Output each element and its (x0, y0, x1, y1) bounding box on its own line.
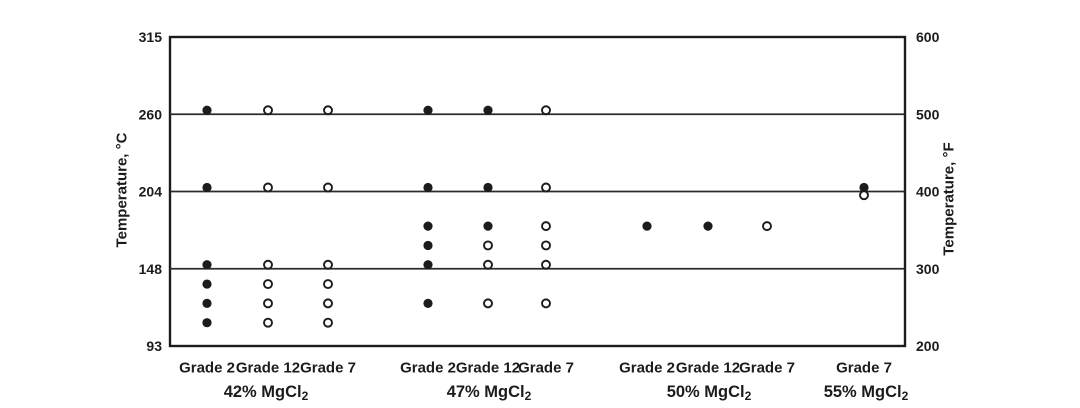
point-open-47%-grade7-325F (541, 240, 551, 251)
grade-label: Grade 12 (456, 360, 520, 377)
point-filled-47%-grade2-325F (423, 240, 433, 251)
point-filled-47%-grade12-500F (483, 105, 493, 115)
grade-label: Grade 7 (836, 360, 892, 377)
point-open-42%-grade7-400F (323, 182, 333, 193)
point-open-42%-grade12-250F (263, 298, 273, 309)
right-axis-tick-label: 300 (916, 261, 940, 277)
point-filled-47%-grade2-500F (423, 105, 433, 115)
point-filled-42%-grade2-400F (202, 182, 212, 193)
point-filled-55%-grade7-400F (859, 182, 869, 193)
point-open-42%-grade12-225F (263, 317, 273, 328)
concentration-label: 47% MgCl2 (447, 383, 532, 403)
point-filled-42%-grade2-500F (202, 105, 212, 115)
point-open-42%-grade7-300F (323, 259, 333, 270)
right-axis-tick-label: 200 (916, 338, 940, 354)
point-filled-50%-grade2-350F (642, 221, 652, 231)
right-axis-title: Temperature, °F (941, 142, 958, 255)
grade-label: Grade 12 (676, 360, 740, 377)
point-open-47%-grade7-500F (541, 105, 551, 116)
grade-label: Grade 12 (236, 360, 300, 377)
point-open-50%-grade7-350F (762, 221, 772, 232)
grade-label: Grade 2 (179, 360, 235, 377)
concentration-label: 42% MgCl2 (224, 383, 309, 403)
point-open-47%-grade7-400F (541, 182, 551, 193)
point-open-42%-grade7-250F (323, 298, 333, 309)
point-filled-47%-grade2-400F (423, 182, 433, 193)
point-filled-47%-grade2-300F (423, 260, 433, 270)
grade-label: Grade 7 (739, 360, 795, 377)
point-open-47%-grade7-300F (541, 259, 551, 270)
point-open-47%-grade12-300F (483, 259, 493, 270)
point-filled-47%-grade12-400F (483, 182, 493, 193)
point-open-47%-grade7-250F (541, 298, 551, 309)
point-filled-47%-grade12-350F (483, 221, 493, 231)
point-open-47%-grade12-250F (483, 298, 493, 309)
point-open-47%-grade12-325F (483, 240, 493, 251)
left-axis-tick-label: 315 (139, 29, 163, 45)
point-open-42%-grade7-500F (323, 105, 333, 116)
point-filled-42%-grade2-275F (202, 279, 212, 289)
concentration-label: 50% MgCl2 (667, 383, 752, 403)
point-filled-42%-grade2-300F (202, 260, 212, 270)
right-axis-tick-label: 600 (916, 29, 940, 45)
grade-label: Grade 2 (619, 360, 675, 377)
point-filled-47%-grade2-350F (423, 221, 433, 231)
right-axis-tick-label: 400 (916, 184, 940, 200)
point-open-55%-grade7-390F (859, 190, 869, 201)
concentration-label: 55% MgCl2 (824, 383, 909, 403)
left-axis-tick-label: 93 (146, 338, 162, 354)
point-filled-50%-grade12-350F (703, 221, 713, 231)
right-axis-tick-label: 500 (916, 106, 940, 122)
point-filled-42%-grade2-250F (202, 298, 212, 308)
point-open-42%-grade12-500F (263, 105, 273, 116)
left-axis-title: Temperature, °C (114, 132, 131, 247)
left-axis-tick-label: 260 (139, 106, 163, 122)
point-open-42%-grade7-225F (323, 317, 333, 328)
point-open-47%-grade7-350F (541, 221, 551, 232)
left-axis-tick-label: 148 (139, 261, 163, 277)
grade-label: Grade 7 (518, 360, 574, 377)
point-open-42%-grade12-400F (263, 182, 273, 193)
point-filled-42%-grade2-225F (202, 318, 212, 328)
left-axis-tick-label: 204 (139, 184, 163, 200)
point-open-42%-grade7-275F (323, 279, 333, 290)
point-open-42%-grade12-300F (263, 259, 273, 270)
point-open-42%-grade12-275F (263, 279, 273, 290)
grade-label: Grade 7 (300, 360, 356, 377)
grade-label: Grade 2 (400, 360, 456, 377)
point-filled-47%-grade2-250F (423, 298, 433, 308)
